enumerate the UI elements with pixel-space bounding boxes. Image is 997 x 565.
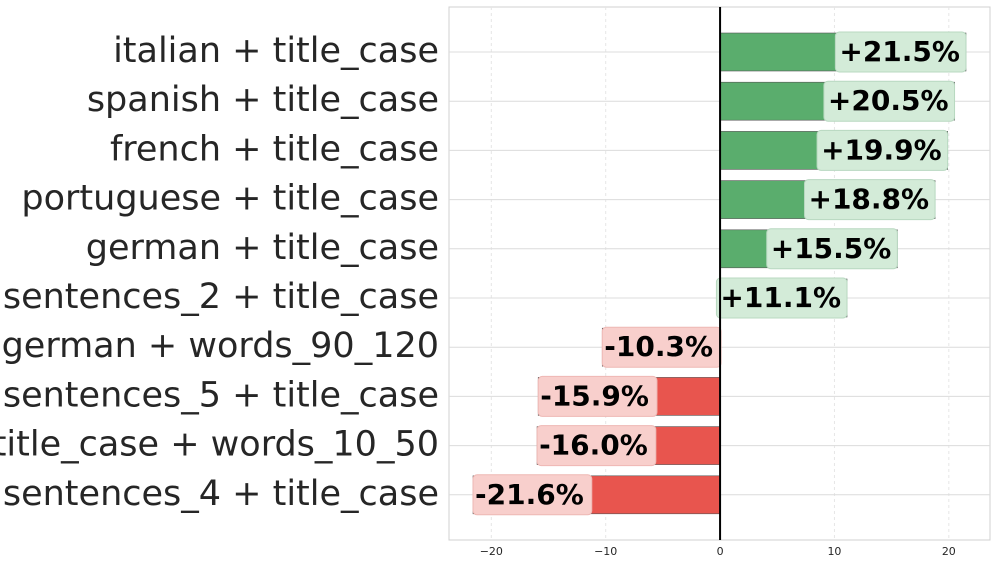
value-label-box — [536, 425, 657, 467]
value-label-box — [715, 277, 848, 319]
y-tick-label: french + title_case — [110, 129, 439, 169]
y-tick-label: german + words_90_120 — [2, 326, 439, 366]
y-tick-label: german + title_case — [86, 228, 439, 268]
value-label: -10.3% — [604, 330, 713, 363]
value-label: +21.5% — [839, 35, 960, 68]
value-label: +20.5% — [828, 84, 949, 117]
value-label-box — [537, 375, 658, 417]
y-tick-label: sentences_4 + title_case — [3, 474, 439, 514]
y-tick-label: spanish + title_case — [87, 80, 439, 120]
value-label-box — [766, 228, 898, 270]
value-label-box — [472, 474, 593, 516]
x-tick-label: −20 — [480, 545, 503, 558]
value-label: +19.9% — [821, 133, 942, 166]
x-tick-label: −10 — [594, 545, 617, 558]
y-tick-label: title_case + words_10_50 — [0, 425, 439, 465]
value-label: -16.0% — [539, 429, 648, 462]
x-tick-label: 20 — [942, 545, 956, 558]
x-tick-label: 10 — [827, 545, 841, 558]
value-label-box — [834, 31, 967, 73]
y-tick-label: portuguese + title_case — [21, 179, 439, 219]
value-label: -21.6% — [475, 478, 584, 511]
value-label: +11.1% — [720, 281, 841, 314]
value-label-box — [816, 129, 949, 171]
value-label-box — [823, 80, 956, 122]
value-label-box — [803, 179, 936, 221]
y-tick-label: italian + title_case — [113, 31, 439, 71]
y-tick-label: sentences_2 + title_case — [3, 277, 439, 317]
x-tick-label: 0 — [717, 545, 724, 558]
value-label: +15.5% — [771, 232, 892, 265]
value-label: +18.8% — [808, 183, 929, 216]
value-label: -15.9% — [540, 379, 649, 412]
y-tick-label: sentences_5 + title_case — [3, 375, 439, 415]
